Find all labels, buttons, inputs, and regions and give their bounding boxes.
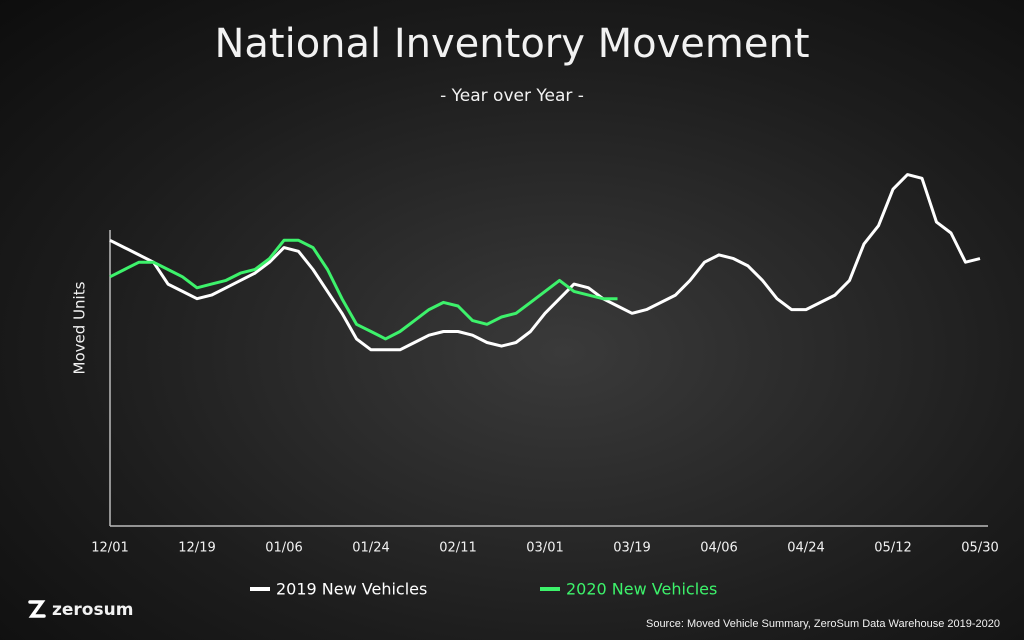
chart-title: National Inventory Movement [214,21,809,67]
x-tick-label: 03/19 [613,541,650,556]
legend-item: 2020 New Vehicles [540,580,717,599]
x-tick-label: 05/12 [874,541,911,556]
x-tick-label: 04/24 [787,541,824,556]
series-line [109,238,618,341]
x-tick-label: 01/06 [265,541,302,556]
brand-icon [28,600,46,618]
x-tick-label: 12/01 [91,541,128,556]
x-tick-label: 02/11 [439,541,476,556]
brand-logo: zerosum [28,600,133,620]
source-note: Source: Moved Vehicle Summary, ZeroSum D… [646,618,1000,630]
x-tick-label: 05/30 [961,541,998,556]
brand-name: zerosum [52,600,133,620]
x-tick-label: 03/01 [526,541,563,556]
x-tick-label: 01/24 [352,541,389,556]
chart-subtitle: - Year over Year - [440,86,584,106]
legend-label: 2020 New Vehicles [566,580,717,599]
x-tick-label: 12/19 [178,541,215,556]
legend-label: 2019 New Vehicles [276,580,427,599]
x-tick-label: 04/06 [700,541,737,556]
y-axis-label: Moved Units [71,281,89,374]
series-line [109,173,981,352]
legend-item: 2019 New Vehicles [250,580,427,599]
